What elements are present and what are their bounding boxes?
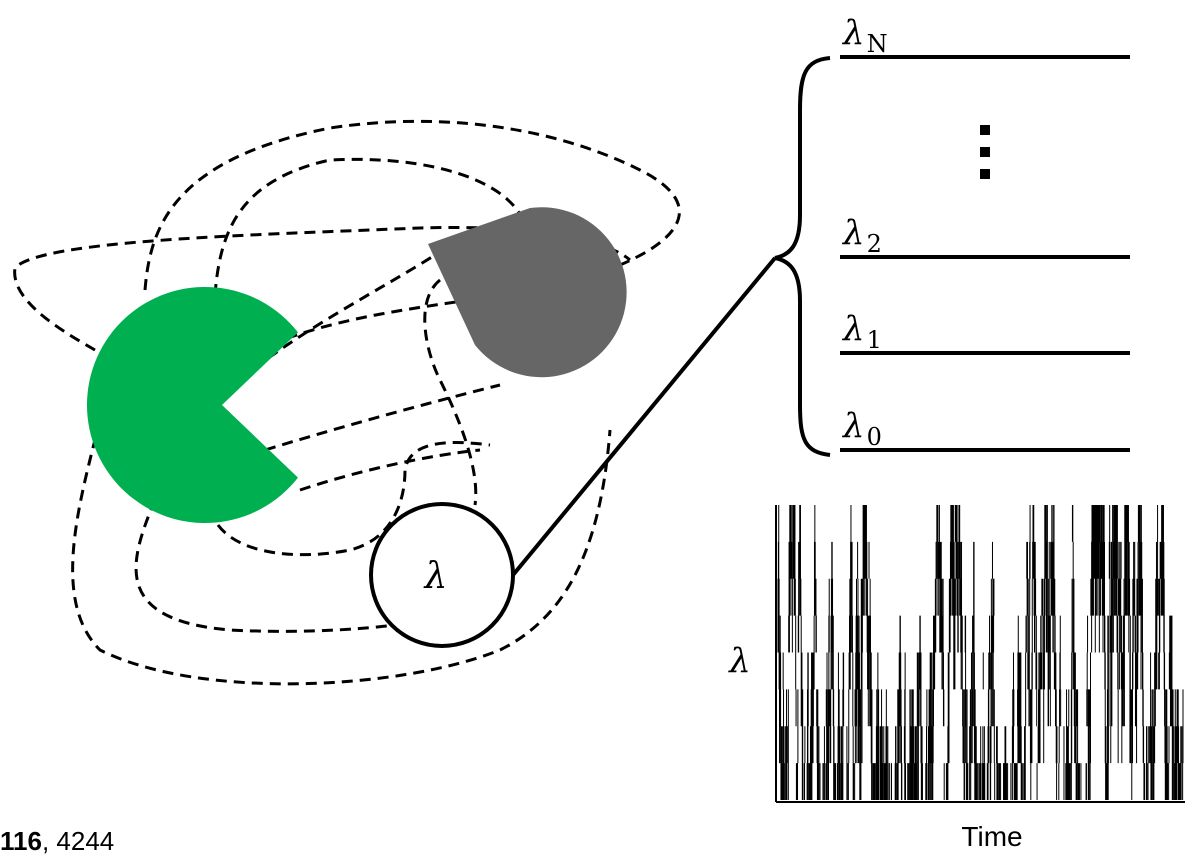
connector-line: [511, 256, 777, 577]
level-label-1: λ1: [841, 309, 882, 354]
vertical-ellipsis: [980, 125, 990, 179]
dashed-path-big-loop: [143, 119, 681, 291]
level-sub-1: 1: [867, 326, 882, 354]
caption-page: , 4244: [41, 826, 115, 856]
dashed-path-left-lower: [71, 419, 612, 686]
dashed-path-cross-2: [264, 383, 501, 452]
dashed-path-inner-lower: [134, 499, 431, 633]
dashed-path-cross-1: [239, 253, 436, 382]
lambda-trace-signal: [777, 505, 1184, 800]
trace-x-label: Time: [961, 821, 1022, 852]
lambda-trace-plot: λ Time: [727, 505, 1185, 852]
trace-y-label: λ: [727, 641, 751, 681]
level-sub-2: 2: [867, 230, 882, 258]
level-label-2: λ2: [841, 213, 882, 258]
dashed-path-green-to-gray: [269, 298, 471, 347]
dashed-path-mid-loop: [213, 157, 527, 296]
circle-lambda-label: λ: [423, 556, 448, 597]
green-molecule: [86, 287, 298, 523]
citation-caption: 116, 4244: [0, 826, 114, 857]
level-sub-n: N: [867, 30, 888, 58]
dashed-path-bottom-loop: [216, 441, 491, 557]
level-label-n: λN: [841, 13, 888, 58]
dashed-path-gray-down: [423, 278, 478, 506]
level-sub-0: 0: [867, 423, 882, 451]
caption-volume: 116: [0, 826, 42, 856]
gray-molecule: [428, 207, 627, 378]
level-label-0: λ0: [841, 406, 882, 451]
trace-signal-path: [777, 505, 1184, 800]
energy-levels: λN λ2 λ1 λ0: [840, 13, 1130, 452]
curly-brace: [774, 56, 831, 457]
dashed-path-cross-3: [299, 448, 481, 492]
